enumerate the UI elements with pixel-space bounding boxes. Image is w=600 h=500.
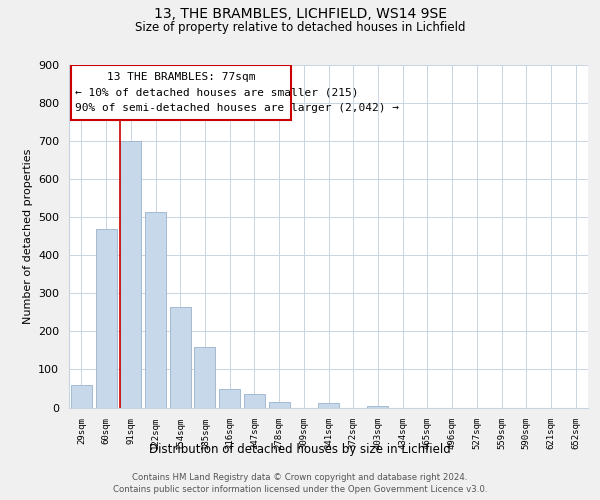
Bar — [194, 346, 215, 408]
Text: Distribution of detached houses by size in Lichfield: Distribution of detached houses by size … — [149, 442, 451, 456]
Bar — [71, 384, 92, 407]
Text: ← 10% of detached houses are smaller (215): ← 10% of detached houses are smaller (21… — [75, 88, 359, 98]
Y-axis label: Number of detached properties: Number of detached properties — [23, 148, 32, 324]
Bar — [367, 406, 388, 407]
Bar — [219, 389, 240, 407]
Bar — [318, 403, 339, 407]
Bar — [120, 141, 141, 407]
Bar — [145, 212, 166, 408]
Bar — [269, 402, 290, 407]
Bar — [71, 65, 292, 120]
Bar — [244, 394, 265, 407]
Text: Size of property relative to detached houses in Lichfield: Size of property relative to detached ho… — [135, 21, 465, 34]
Text: Contains public sector information licensed under the Open Government Licence v3: Contains public sector information licen… — [113, 485, 487, 494]
Text: 13, THE BRAMBLES, LICHFIELD, WS14 9SE: 13, THE BRAMBLES, LICHFIELD, WS14 9SE — [154, 8, 446, 22]
Bar — [170, 306, 191, 408]
Text: 90% of semi-detached houses are larger (2,042) →: 90% of semi-detached houses are larger (… — [75, 103, 399, 113]
Text: Contains HM Land Registry data © Crown copyright and database right 2024.: Contains HM Land Registry data © Crown c… — [132, 472, 468, 482]
Text: 13 THE BRAMBLES: 77sqm: 13 THE BRAMBLES: 77sqm — [107, 72, 256, 82]
Bar — [95, 228, 116, 408]
